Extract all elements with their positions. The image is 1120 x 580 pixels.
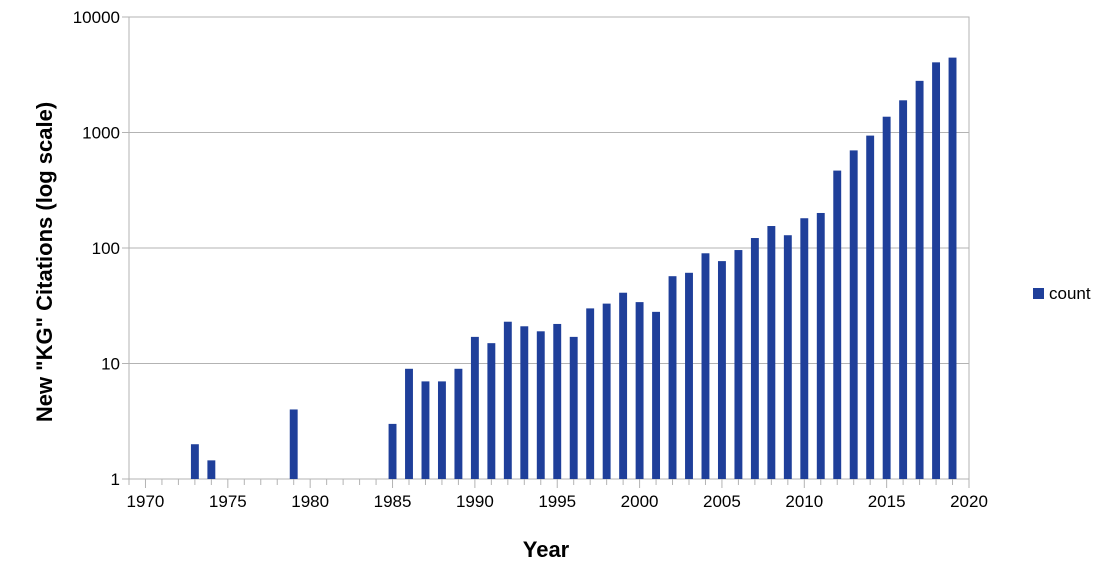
y-tick-label: 1 (111, 470, 120, 489)
x-axis-ticks: 1970 1975 1980 1985 1990 1995 2000 2005 2010 2015… (127, 479, 988, 511)
x-tick-label: 2015 (868, 492, 906, 511)
bar (569, 336, 578, 479)
bar (454, 368, 463, 479)
bar (866, 135, 875, 479)
bar (635, 302, 644, 479)
bar (816, 212, 825, 480)
bar (849, 150, 858, 479)
x-tick-label: 2005 (703, 492, 741, 511)
bar (783, 235, 792, 479)
bar (833, 170, 842, 479)
bars (190, 57, 957, 480)
y-axis-ticks: 1 10 100 1000 10000 (73, 8, 129, 489)
x-tick-label: 2010 (785, 492, 823, 511)
bar (487, 343, 496, 479)
bar (421, 381, 430, 479)
bar (701, 253, 710, 479)
legend-label: count (1049, 284, 1091, 303)
x-tick-label: 1985 (374, 492, 412, 511)
bar (586, 308, 595, 479)
bar (734, 250, 743, 479)
bar (602, 303, 611, 479)
bar (882, 116, 891, 479)
x-tick-label: 1990 (456, 492, 494, 511)
bar (717, 261, 726, 479)
legend: count (1033, 284, 1091, 303)
bar (503, 321, 512, 479)
bar (207, 460, 216, 479)
bar (437, 381, 446, 479)
x-tick-label: 2000 (621, 492, 659, 511)
bar (190, 444, 199, 479)
bar (388, 423, 397, 479)
bar (553, 323, 562, 479)
y-tick-label: 10000 (73, 8, 120, 27)
x-tick-label: 2020 (950, 492, 988, 511)
x-tick-label: 1995 (538, 492, 576, 511)
bar (915, 80, 924, 480)
y-axis-title: New "KG" Citations (log scale) (32, 102, 57, 422)
bar (619, 292, 628, 479)
y-tick-label: 100 (92, 239, 120, 258)
bar (932, 62, 941, 480)
x-tick-label: 1980 (291, 492, 329, 511)
x-axis-title: Year (523, 537, 570, 562)
bar (948, 57, 957, 480)
bar (405, 368, 413, 479)
bar (520, 326, 529, 479)
y-tick-label: 10 (101, 355, 120, 374)
bar (536, 331, 545, 479)
bar (470, 336, 479, 479)
bar (289, 409, 298, 479)
legend-swatch (1033, 288, 1044, 299)
y-tick-label: 1000 (82, 124, 120, 143)
bar (668, 276, 677, 479)
bar (899, 100, 908, 480)
gridlines (129, 16, 969, 480)
bar (767, 226, 776, 479)
x-tick-label: 1975 (209, 492, 247, 511)
bar (800, 218, 809, 479)
bar (750, 238, 759, 479)
x-tick-label: 1970 (127, 492, 165, 511)
bar (652, 311, 661, 479)
bar (685, 272, 693, 479)
